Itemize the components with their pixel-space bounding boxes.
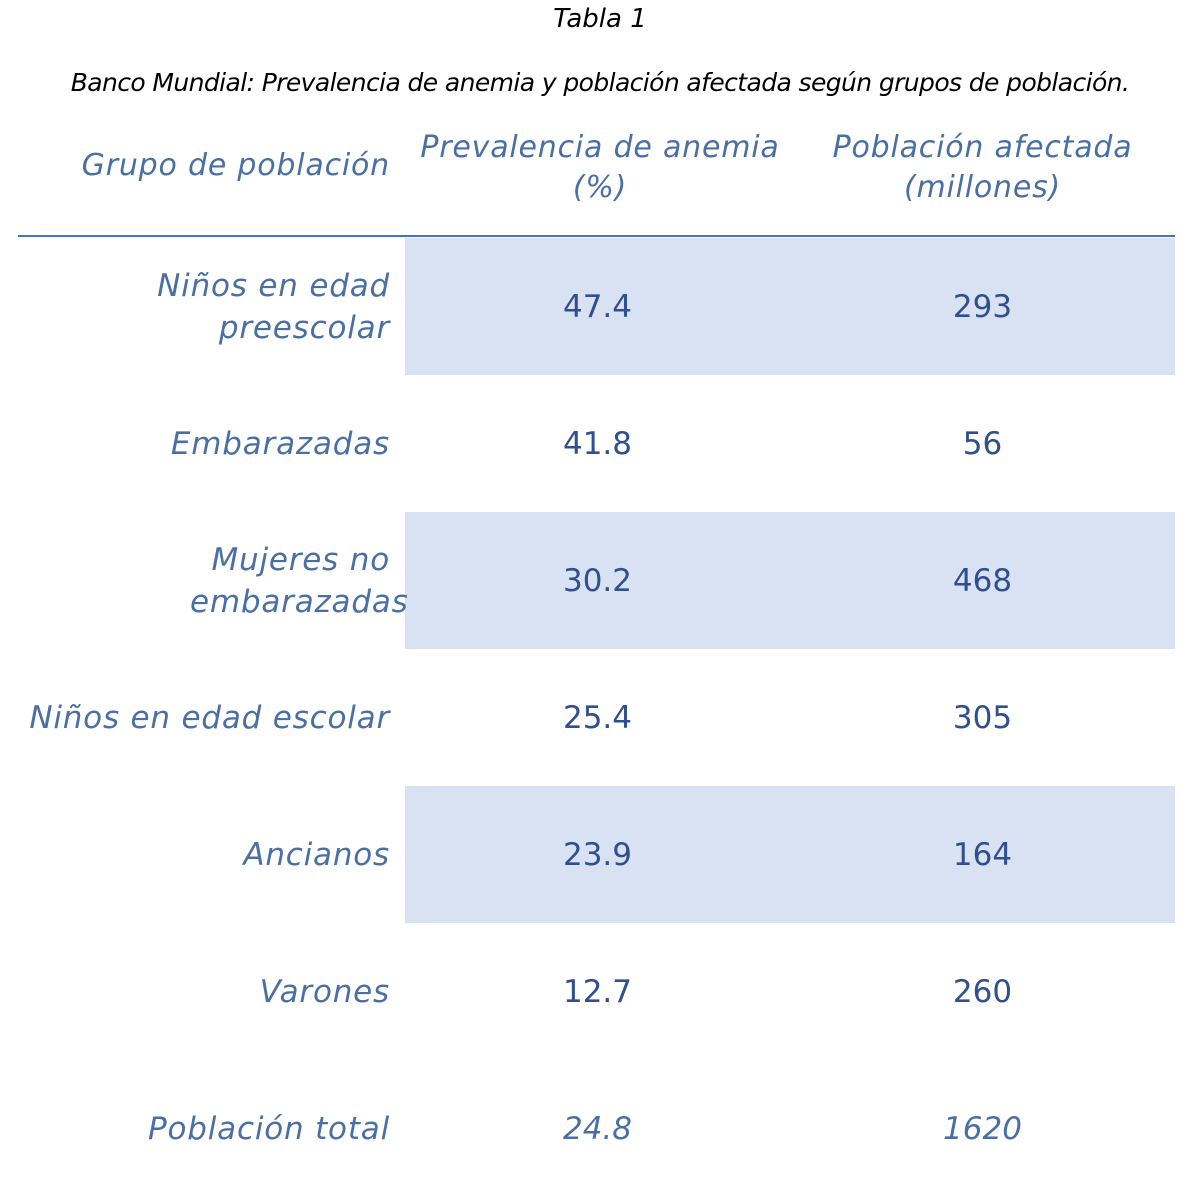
row-population-value: 260 (952, 973, 1013, 1010)
row-group-label: Varones (259, 973, 390, 1010)
row-group-label: Mujeres no embarazadas (18, 512, 409, 649)
row-group-label-text: Mujeres no embarazadas (190, 541, 409, 620)
header-population: Población afectada (millones) (790, 128, 1175, 208)
row-group-label: Niños en edad preescolar (157, 267, 390, 346)
table-caption: Banco Mundial: Prevalencia de anemia y p… (70, 68, 1130, 97)
row-group-label: Embarazadas (170, 425, 390, 462)
row-group-label: Niños en edad escolar (29, 699, 390, 736)
header-prevalence-line2: (%) (572, 170, 628, 205)
row-population-value: 1620 (943, 1110, 1022, 1147)
table-row-total: Población total 24.8 1620 (0, 1060, 1200, 1197)
header-population-line2: (millones) (903, 170, 1062, 205)
row-population-value: 305 (952, 699, 1013, 736)
row-prevalence-value: 47.4 (562, 288, 633, 325)
row-prevalence-value: 30.2 (562, 562, 633, 599)
header-prevalence-line1: Prevalencia de anemia (420, 130, 780, 165)
table-row-non-pregnant-women: Mujeres no embarazadas 30.2 468 (0, 512, 1200, 649)
header-population-line1: Población afectada (832, 130, 1133, 165)
table-row-preschool: Niños en edad preescolar 47.4 293 (0, 238, 1200, 375)
header-group-label: Grupo de población (81, 148, 390, 183)
table-row-men: Varones 12.7 260 (0, 923, 1200, 1060)
table-row-pregnant: Embarazadas 41.8 56 (0, 375, 1200, 512)
row-population-value: 468 (952, 562, 1013, 599)
row-band (405, 786, 1175, 923)
row-population-value: 164 (952, 836, 1013, 873)
row-band (405, 238, 1175, 375)
row-group-label: Población total (148, 1110, 390, 1147)
row-prevalence-value: 25.4 (562, 699, 633, 736)
table-row-elderly: Ancianos 23.9 164 (0, 786, 1200, 923)
row-band (405, 512, 1175, 649)
header-group: Grupo de población (0, 146, 390, 186)
header-prevalence: Prevalencia de anemia (%) (410, 128, 790, 208)
row-prevalence-value: 12.7 (562, 973, 633, 1010)
row-prevalence-value: 23.9 (562, 836, 633, 873)
row-population-value: 293 (952, 288, 1013, 325)
row-prevalence-value: 24.8 (562, 1110, 633, 1147)
row-population-value: 56 (962, 425, 1003, 462)
row-prevalence-value: 41.8 (562, 425, 633, 462)
row-group-label: Ancianos (243, 836, 390, 873)
header-rule (18, 235, 1175, 237)
table-number: Tabla 1 (553, 4, 647, 34)
table-row-school-children: Niños en edad escolar 25.4 305 (0, 649, 1200, 786)
